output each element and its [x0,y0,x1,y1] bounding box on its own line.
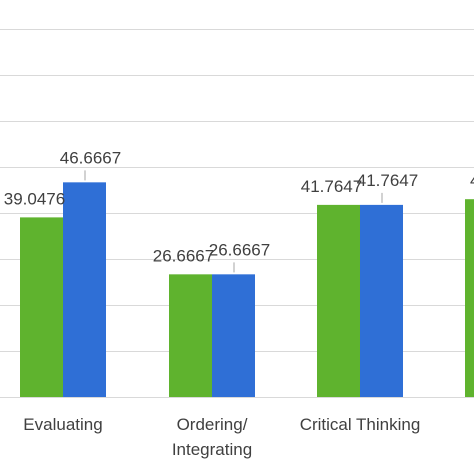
data-label-series-1-1: 39.0476 [4,189,65,208]
data-label-series-2-1: 46.6667 [60,148,121,167]
data-label-series-1-2: 26.6667 [153,246,214,265]
bar-series-2-3 [360,204,403,397]
bar-series-2-1 [63,182,106,397]
data-labels: 39.0476 26.6667 41.7647 43 46.6667 26.6667 41.… [4,148,474,265]
category-label: Integrating [172,440,252,459]
data-label-series-2-3: 41.7647 [357,171,418,190]
bar-series-2-2 [212,274,255,397]
bar-series-1-1 [20,217,63,397]
bar-series-1-3 [317,204,360,397]
data-label-series-1-3: 41.7647 [301,177,362,196]
category-label: Ordering/ [177,415,248,434]
bar-series-1-2 [169,274,212,397]
bars [20,182,474,397]
bar-series-1-4 [465,199,474,397]
data-label-series-2-2: 26.6667 [209,240,270,259]
data-label-series-1-4: 43 [470,171,474,190]
category-labels: Evaluating Ordering/Integrating Critical T… [23,415,420,459]
category-label: Critical Thinking [300,415,421,434]
label-leader-lines [84,170,383,273]
category-label: Evaluating [23,415,102,434]
